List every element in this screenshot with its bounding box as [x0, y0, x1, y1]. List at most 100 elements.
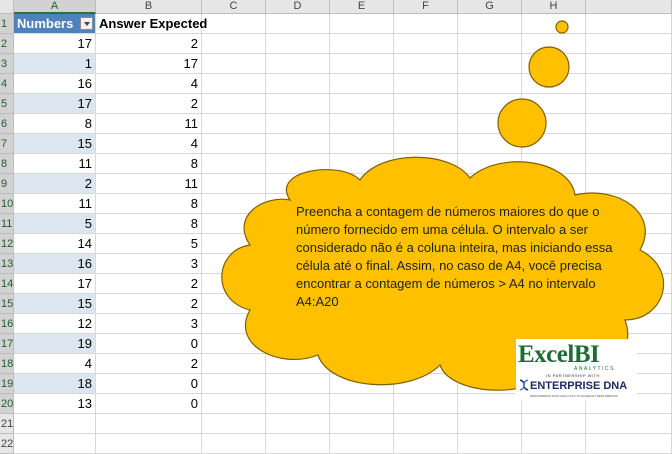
cell-a5[interactable]: 17 — [14, 94, 96, 114]
row-header-18[interactable]: 18 — [0, 354, 14, 374]
column-header-b[interactable]: B — [96, 0, 202, 14]
cell-g3[interactable] — [458, 54, 522, 74]
cell-b5[interactable]: 2 — [96, 94, 202, 114]
row-header-19[interactable]: 19 — [0, 374, 14, 394]
cell-b11[interactable]: 8 — [96, 214, 202, 234]
cell-b4[interactable]: 4 — [96, 74, 202, 94]
column-header-g[interactable]: G — [458, 0, 522, 14]
cell-b19[interactable]: 0 — [96, 374, 202, 394]
cell-a9[interactable]: 2 — [14, 174, 96, 194]
cell-f4[interactable] — [394, 74, 458, 94]
cell-b17[interactable]: 0 — [96, 334, 202, 354]
cell-a10[interactable]: 11 — [14, 194, 96, 214]
cell-e7[interactable] — [330, 134, 394, 154]
row-header-5[interactable]: 5 — [0, 94, 14, 114]
cell-c1[interactable] — [202, 14, 266, 34]
row-header-8[interactable]: 8 — [0, 154, 14, 174]
column-header-a[interactable]: A — [14, 0, 96, 14]
cell-a17[interactable]: 19 — [14, 334, 96, 354]
cell-e3[interactable] — [330, 54, 394, 74]
cell-a13[interactable]: 16 — [14, 254, 96, 274]
cell-a8[interactable]: 11 — [14, 154, 96, 174]
column-header-h[interactable]: H — [522, 0, 586, 14]
cell-h21[interactable] — [522, 414, 586, 434]
cell-b15[interactable]: 2 — [96, 294, 202, 314]
cell-a7[interactable]: 15 — [14, 134, 96, 154]
cell-h7[interactable] — [522, 134, 586, 154]
cell-a19[interactable]: 18 — [14, 374, 96, 394]
cell-b7[interactable]: 4 — [96, 134, 202, 154]
row-header-2[interactable]: 2 — [0, 34, 14, 54]
cell-a15[interactable]: 15 — [14, 294, 96, 314]
cell-g4[interactable] — [458, 74, 522, 94]
cell-b6[interactable]: 11 — [96, 114, 202, 134]
row-header-11[interactable]: 11 — [0, 214, 14, 234]
cell-b8[interactable]: 8 — [96, 154, 202, 174]
row-header-10[interactable]: 10 — [0, 194, 14, 214]
cell-d3[interactable] — [266, 54, 330, 74]
cell-e2[interactable] — [330, 34, 394, 54]
cell-b13[interactable]: 3 — [96, 254, 202, 274]
cell-f5[interactable] — [394, 94, 458, 114]
cell-c19[interactable] — [202, 374, 266, 394]
cell-d21[interactable] — [266, 414, 330, 434]
column-header-d[interactable]: D — [266, 0, 330, 14]
cell-b20[interactable]: 0 — [96, 394, 202, 414]
row-header-12[interactable]: 12 — [0, 234, 14, 254]
cell-h20[interactable] — [522, 394, 586, 414]
cell-c9[interactable] — [202, 174, 266, 194]
cell-e6[interactable] — [330, 114, 394, 134]
row-header-17[interactable]: 17 — [0, 334, 14, 354]
cell-a14[interactable]: 17 — [14, 274, 96, 294]
table-header-numbers[interactable]: Numbers — [14, 14, 96, 34]
cell-g2[interactable] — [458, 34, 522, 54]
cell-e21[interactable] — [330, 414, 394, 434]
cell-d1[interactable] — [266, 14, 330, 34]
cell-b3[interactable]: 17 — [96, 54, 202, 74]
row-header-15[interactable]: 15 — [0, 294, 14, 314]
cell-g1[interactable] — [458, 14, 522, 34]
cell-c20[interactable] — [202, 394, 266, 414]
filter-dropdown-icon[interactable] — [80, 17, 93, 30]
cell-e1[interactable] — [330, 14, 394, 34]
cell-a6[interactable]: 8 — [14, 114, 96, 134]
cell-d5[interactable] — [266, 94, 330, 114]
cell-e4[interactable] — [330, 74, 394, 94]
cell-a11[interactable]: 5 — [14, 214, 96, 234]
cell-c6[interactable] — [202, 114, 266, 134]
cell-c21[interactable] — [202, 414, 266, 434]
row-header-20[interactable]: 20 — [0, 394, 14, 414]
row-header-7[interactable]: 7 — [0, 134, 14, 154]
cell-f21[interactable] — [394, 414, 458, 434]
cell-f6[interactable] — [394, 114, 458, 134]
cell-h1[interactable] — [522, 14, 586, 34]
cell-d6[interactable] — [266, 114, 330, 134]
cell-a2[interactable]: 17 — [14, 34, 96, 54]
cell-b14[interactable]: 2 — [96, 274, 202, 294]
column-header-e[interactable]: E — [330, 0, 394, 14]
cell-e5[interactable] — [330, 94, 394, 114]
row-header-21[interactable]: 21 — [0, 414, 14, 434]
cell-a21[interactable] — [14, 414, 96, 434]
cell-f20[interactable] — [394, 394, 458, 414]
cell-b21[interactable] — [96, 414, 202, 434]
cell-b12[interactable]: 5 — [96, 234, 202, 254]
cell-a18[interactable]: 4 — [14, 354, 96, 374]
header-answer-expected[interactable]: Answer Expected — [96, 14, 207, 34]
cell-c2[interactable] — [202, 34, 266, 54]
cell-d20[interactable] — [266, 394, 330, 414]
cell-c4[interactable] — [202, 74, 266, 94]
cell-f19[interactable] — [394, 374, 458, 394]
cell-h5[interactable] — [522, 94, 586, 114]
column-header-f[interactable]: F — [394, 0, 458, 14]
cell-a16[interactable]: 12 — [14, 314, 96, 334]
row-header-6[interactable]: 6 — [0, 114, 14, 134]
row-header-4[interactable]: 4 — [0, 74, 14, 94]
cell-e20[interactable] — [330, 394, 394, 414]
cell-b18[interactable]: 2 — [96, 354, 202, 374]
cell-h4[interactable] — [522, 74, 586, 94]
row-header-13[interactable]: 13 — [0, 254, 14, 274]
cell-d4[interactable] — [266, 74, 330, 94]
column-header-c[interactable]: C — [202, 0, 266, 14]
